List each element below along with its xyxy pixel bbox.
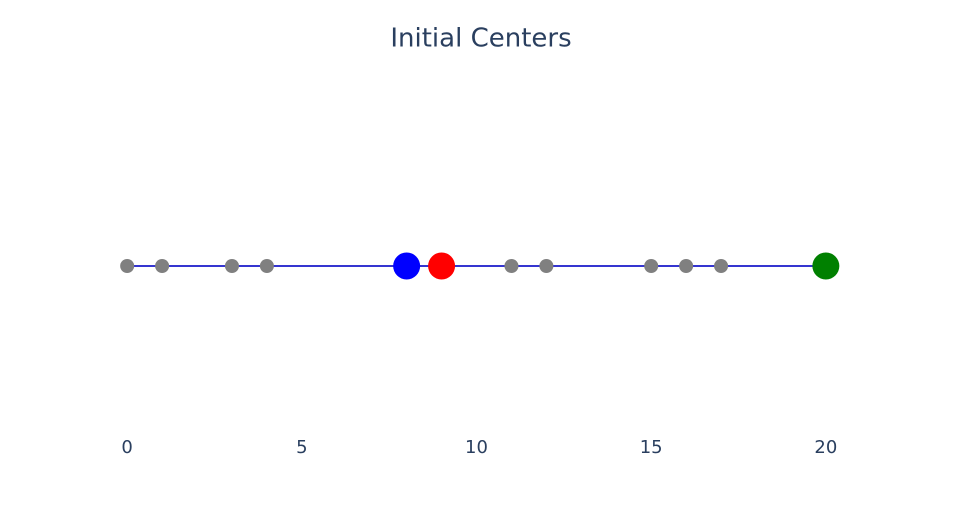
x-tick-label: 5 — [296, 437, 307, 458]
point — [644, 259, 659, 273]
point — [155, 259, 170, 273]
center-point — [393, 252, 421, 280]
center-point — [428, 252, 456, 280]
point — [679, 259, 694, 273]
point — [120, 259, 135, 273]
point — [714, 259, 729, 273]
point — [224, 259, 239, 273]
x-tick-label: 15 — [640, 437, 663, 458]
center-point — [812, 252, 840, 280]
point — [539, 259, 554, 273]
x-tick-label: 20 — [814, 437, 837, 458]
x-tick-label: 0 — [121, 437, 132, 458]
point — [259, 259, 274, 273]
point — [504, 259, 519, 273]
x-tick-label: 10 — [465, 437, 488, 458]
chart-title: Initial Centers — [390, 24, 571, 54]
